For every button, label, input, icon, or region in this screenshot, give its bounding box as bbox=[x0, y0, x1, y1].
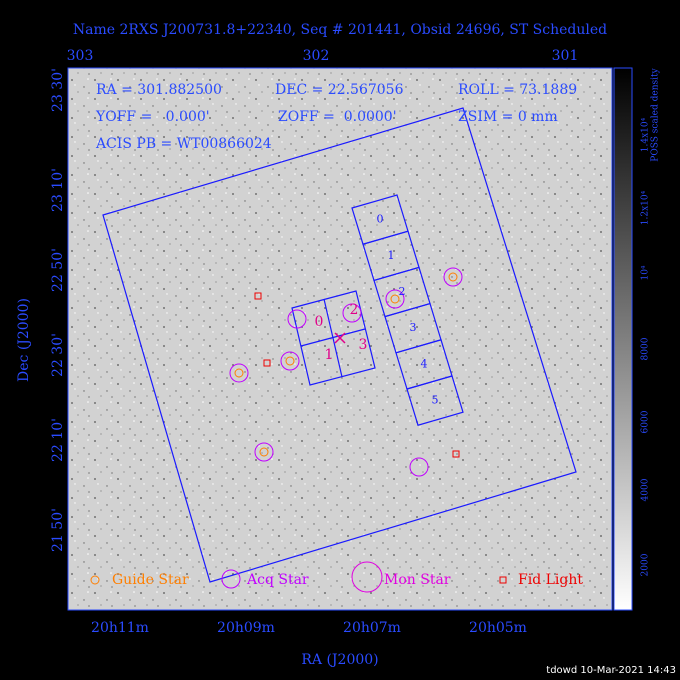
colorbar-tick: 1.2x10⁴ bbox=[641, 190, 651, 225]
legend-label: Acq Star bbox=[246, 572, 309, 588]
chip-label: 2 bbox=[399, 285, 406, 298]
colorbar-tick: 8000 bbox=[641, 337, 651, 360]
bottom-tick-label: 20h11m bbox=[91, 620, 149, 636]
acis-i bbox=[291, 290, 376, 386]
colorbar-label: POSS scaled density bbox=[651, 67, 661, 161]
colorbar-tick: 10⁴ bbox=[641, 265, 651, 280]
colorbar-tick: 2000 bbox=[641, 553, 651, 576]
chip-label: 1 bbox=[388, 249, 395, 262]
info: YOFF = 0.000' bbox=[95, 109, 210, 125]
y-axis-label: Dec (J2000) bbox=[16, 298, 32, 382]
chip-label: 0 bbox=[377, 213, 384, 226]
info: ROLL = 73.1889 bbox=[458, 82, 577, 98]
legend-label: Fid Light bbox=[518, 572, 583, 588]
legend-label: Guide Star bbox=[112, 572, 189, 588]
top-tick-label: 302 bbox=[303, 48, 330, 64]
acis-i-labels: 0 1 2 3 bbox=[315, 302, 368, 363]
info: ZOFF = 0.0000' bbox=[278, 109, 397, 125]
x-axis-label: RA (J2000) bbox=[301, 652, 378, 668]
footer: tdowd 10-Mar-2021 14:43 bbox=[546, 665, 676, 676]
colorbar-tick: 4000 bbox=[641, 478, 651, 501]
top-tick-label: 301 bbox=[552, 48, 579, 64]
stars bbox=[229, 267, 463, 477]
info: ZSIM = 0 mm bbox=[458, 109, 558, 125]
left-tick-label: 21 50' bbox=[50, 508, 66, 552]
bottom-tick-label: 20h05m bbox=[469, 620, 527, 636]
chip-label: 3 bbox=[410, 321, 417, 334]
left-tick-label: 22 30' bbox=[50, 333, 66, 377]
colorbar bbox=[613, 67, 633, 611]
info: RA = 301.882500 bbox=[96, 82, 222, 98]
left-tick-label: 23 10' bbox=[50, 168, 66, 212]
left-tick-label: 23 30' bbox=[50, 68, 66, 112]
legend-icons bbox=[90, 561, 507, 593]
bottom-tick-label: 20h07m bbox=[343, 620, 401, 636]
top-tick-label: 303 bbox=[67, 48, 94, 64]
legend-label: Mon Star bbox=[384, 572, 451, 588]
acis-s bbox=[351, 194, 464, 426]
chip-label: 1 bbox=[325, 347, 334, 363]
chip-label: 5 bbox=[432, 394, 439, 407]
left-tick-label: 22 50' bbox=[50, 248, 66, 292]
chip-label: 0 bbox=[315, 314, 324, 330]
info: ACIS PB = WT00866024 bbox=[95, 136, 272, 152]
title: Name 2RXS J200731.8+22340, Seq # 201441,… bbox=[73, 22, 607, 38]
bottom-tick-label: 20h09m bbox=[217, 620, 275, 636]
field-of-view bbox=[102, 107, 577, 583]
acis-s-chip bbox=[406, 375, 464, 426]
acis-i-divider bbox=[300, 328, 366, 347]
colorbar-tick: 1.4x10⁴ bbox=[641, 117, 651, 152]
left-tick-label: 22 10' bbox=[50, 418, 66, 462]
colorbar-tick: 6000 bbox=[641, 410, 651, 433]
chip-label: 2 bbox=[350, 302, 359, 318]
chip-label: 3 bbox=[359, 337, 368, 353]
info: DEC = 22.567056 bbox=[275, 82, 404, 98]
overlay bbox=[102, 107, 577, 583]
chip-label: 4 bbox=[421, 357, 428, 370]
